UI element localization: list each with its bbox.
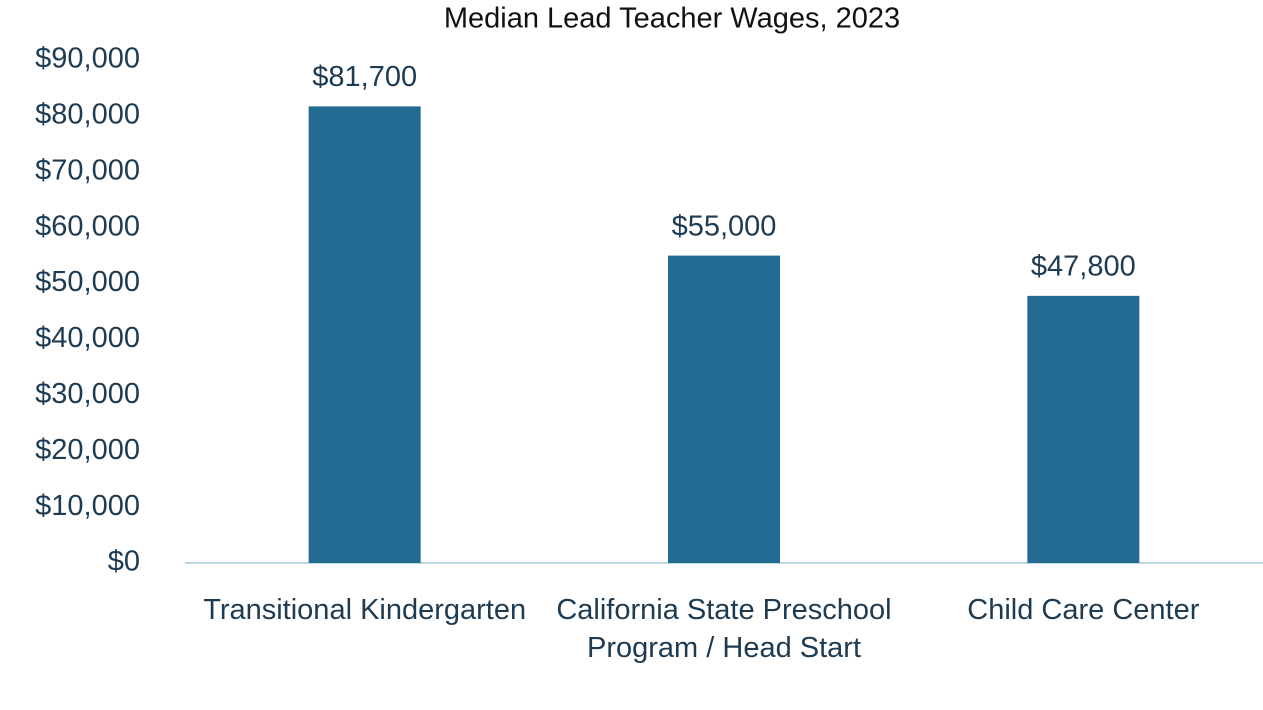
y-tick-label: $80,000 (35, 99, 140, 131)
y-tick-label: $30,000 (35, 378, 140, 410)
y-tick-label: $90,000 (35, 43, 140, 75)
chart-title: Median Lead Teacher Wages, 2023 (444, 3, 900, 35)
data-label: $47,800 (1031, 251, 1136, 283)
bar (308, 106, 421, 563)
x-tick-label: Transitional Kindergarten (203, 594, 527, 626)
y-tick-label: $60,000 (35, 210, 140, 242)
bar (668, 255, 780, 563)
x-tick-label: California State Preschool Program / Hea… (556, 594, 892, 664)
y-tick-label: $0 (108, 546, 140, 578)
y-tick-label: $70,000 (35, 154, 140, 186)
y-tick-label: $50,000 (35, 266, 140, 298)
bar (1027, 295, 1140, 563)
y-tick-label: $10,000 (35, 490, 140, 522)
data-label: $81,700 (312, 61, 417, 93)
x-tick-label: Child Care Center (967, 594, 1200, 626)
y-tick-label: $40,000 (35, 322, 140, 354)
data-label: $55,000 (672, 210, 777, 242)
y-tick-label: $20,000 (35, 434, 140, 466)
